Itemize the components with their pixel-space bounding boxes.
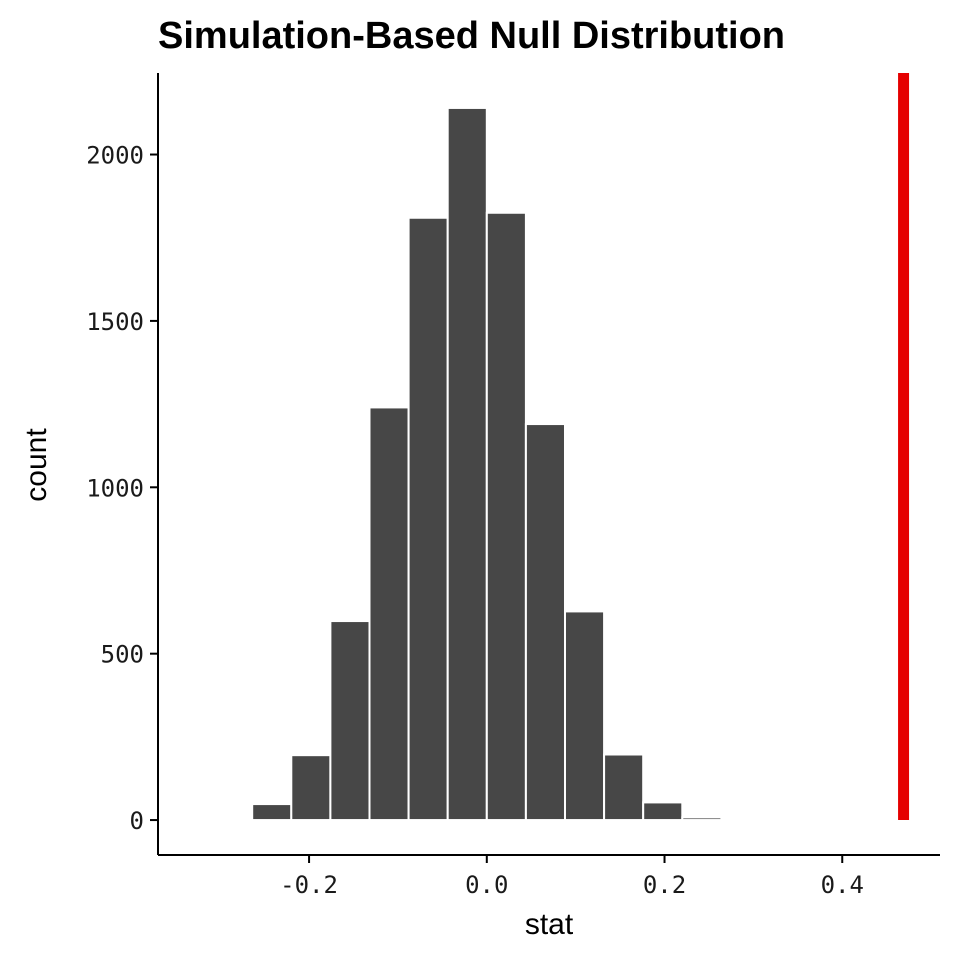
histogram-bar-9 <box>524 423 566 822</box>
y-tick-label: 0 <box>130 807 144 835</box>
histogram-bar-8 <box>485 211 527 822</box>
x-tick-label: 0.0 <box>465 871 508 899</box>
histogram-bar-4 <box>329 620 371 822</box>
x-tick-label: -0.2 <box>280 871 338 899</box>
histogram-bar-5 <box>368 406 410 822</box>
y-tick-label: 1500 <box>86 308 144 336</box>
y-axis-title: count <box>20 428 53 502</box>
histogram-bar-6 <box>407 216 449 822</box>
histogram-bar-11 <box>603 753 645 822</box>
x-tick-label: 0.4 <box>821 871 864 899</box>
histogram-bar-12 <box>642 801 684 822</box>
histogram-bar-13 <box>681 816 723 822</box>
y-tick-label: 1000 <box>86 474 144 502</box>
histogram-bars <box>172 106 723 822</box>
histogram-bar-7 <box>446 106 488 822</box>
x-axis-title: stat <box>525 908 574 941</box>
y-tick-label: 2000 <box>86 142 144 170</box>
histogram-bar-10 <box>563 610 606 822</box>
x-tick-label: 0.2 <box>643 871 686 899</box>
histogram-bar-2 <box>251 803 293 822</box>
x-axis-ticks: -0.2 0.0 0.2 0.4 <box>280 855 864 899</box>
chart-title: Simulation-Based Null Distribution <box>158 15 785 57</box>
y-axis-ticks: 0 500 1000 1500 2000 <box>86 142 158 835</box>
histogram-bar-3 <box>290 754 332 822</box>
y-tick-label: 500 <box>101 641 144 669</box>
histogram-bar-1 <box>212 818 254 822</box>
